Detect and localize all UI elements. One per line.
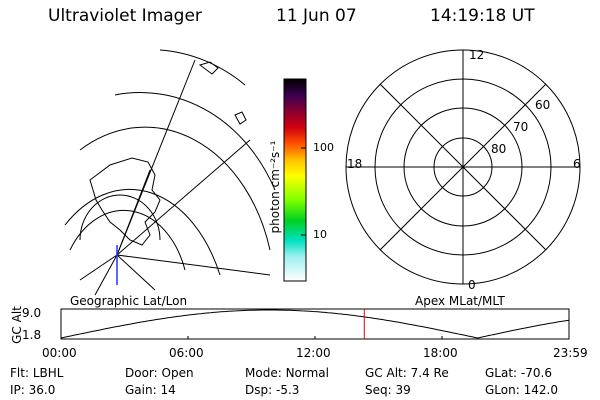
timeline-xtick-0000: 00:00 bbox=[42, 346, 77, 360]
polar-grid bbox=[345, 49, 581, 285]
observation-time: 14:19:18 UT bbox=[430, 6, 535, 26]
timeline-xtick-2359: 23:59 bbox=[553, 346, 588, 360]
info-dsp: Dsp: -5.3 bbox=[245, 383, 300, 397]
timeline-xtick-1800: 18:00 bbox=[423, 346, 458, 360]
colorbar-unit-label: photon cm⁻²s⁻¹ bbox=[268, 140, 282, 234]
colorbar-tick-10: 10 bbox=[313, 228, 327, 241]
mlat-label-60: 60 bbox=[535, 98, 551, 112]
timeline-ytick-9: 9.0 bbox=[22, 306, 42, 320]
orbit-altitude-curve bbox=[60, 309, 570, 339]
info-glon: GLon: 142.0 bbox=[485, 383, 558, 397]
mlt-label-6: 6 bbox=[573, 157, 581, 171]
timeline-xtick-0600: 06:00 bbox=[169, 346, 204, 360]
polar-panel-label: Apex MLat/MLT bbox=[415, 294, 505, 308]
geographic-map bbox=[64, 49, 276, 296]
mlt-label-18: 18 bbox=[347, 157, 363, 171]
timeline-xtick-1200: 12:00 bbox=[296, 346, 331, 360]
info-glat: GLat: -70.6 bbox=[485, 366, 552, 380]
mlt-label-12: 12 bbox=[469, 48, 485, 62]
instrument-title: Ultraviolet Imager bbox=[48, 6, 202, 26]
colorbar bbox=[283, 78, 307, 282]
info-flt: Flt: LBHL bbox=[10, 366, 64, 380]
info-gain: Gain: 14 bbox=[125, 383, 176, 397]
colorbar-tick-100: 100 bbox=[313, 141, 334, 154]
info-seq: Seq: 39 bbox=[365, 383, 411, 397]
observation-date: 11 Jun 07 bbox=[276, 6, 357, 26]
mlt-label-0: 0 bbox=[468, 278, 476, 292]
mlat-label-80: 80 bbox=[491, 142, 507, 156]
info-ip: IP: 36.0 bbox=[10, 383, 56, 397]
info-mode: Mode: Normal bbox=[245, 366, 329, 380]
timeline-plot bbox=[60, 308, 570, 340]
timeline-ytick-1-8: 1.8 bbox=[22, 328, 42, 342]
info-gc-alt: GC Alt: 7.4 Re bbox=[365, 366, 449, 380]
mlat-label-70: 70 bbox=[513, 120, 529, 134]
geo-panel-label: Geographic Lat/Lon bbox=[70, 294, 188, 308]
info-door: Door: Open bbox=[125, 366, 194, 380]
